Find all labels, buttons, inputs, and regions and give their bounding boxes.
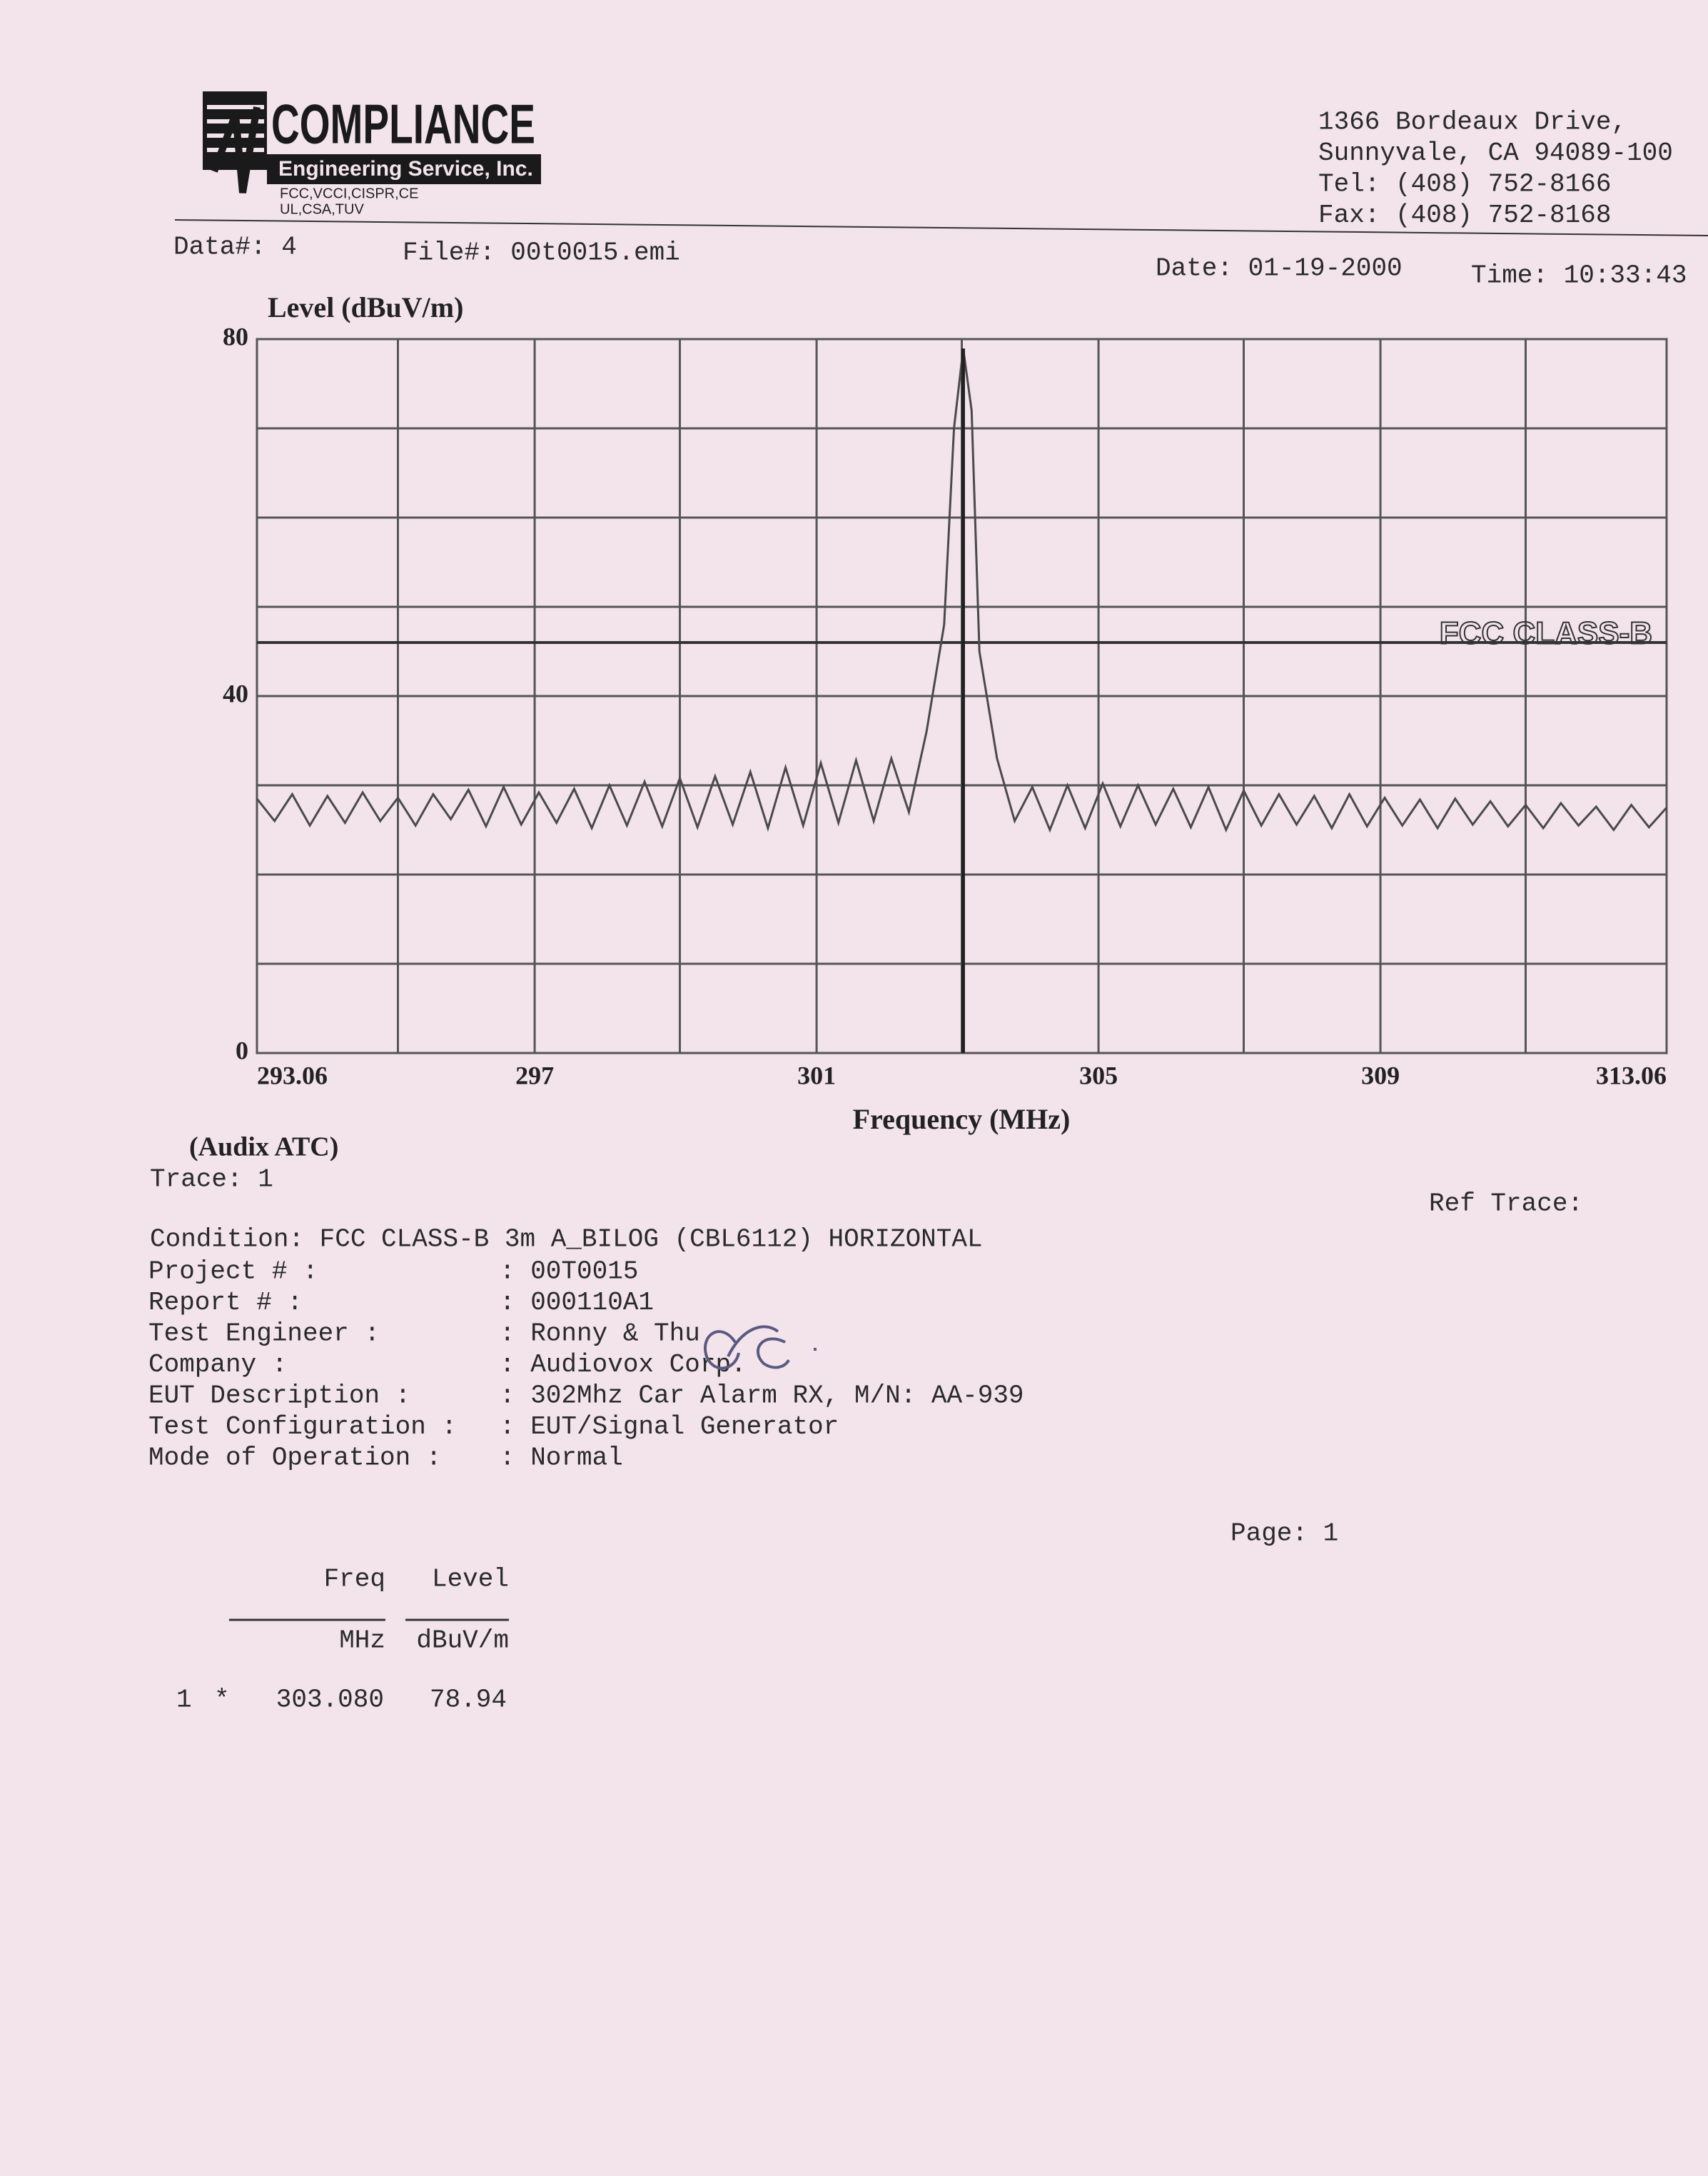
column-unit: dBuV/m bbox=[416, 1626, 509, 1656]
condition: Condition: FCC CLASS-B 3m A_BILOG (CBL61… bbox=[150, 1225, 983, 1254]
address-line: 1366 Bordeaux Drive, bbox=[1318, 108, 1627, 137]
x-tick-label: 313.06 bbox=[1596, 1061, 1667, 1089]
trace-number: Trace: 1 bbox=[150, 1165, 273, 1194]
table-cell: 303.080 bbox=[276, 1686, 384, 1715]
detail-value: : Normal bbox=[500, 1444, 623, 1473]
header-rule bbox=[174, 219, 1708, 236]
detail-label: Report # : bbox=[148, 1288, 303, 1317]
logo-wave bbox=[211, 106, 261, 193]
page-number: Page: 1 bbox=[1231, 1519, 1338, 1548]
file-number: File#: 00t0015.emi bbox=[403, 238, 680, 268]
marker-table: Freq Level MHz dBuV/m 1 * 303.080 78.94 bbox=[176, 1565, 509, 1715]
trace-source: (Audix ATC) bbox=[189, 1132, 338, 1162]
table-cell: * bbox=[214, 1686, 230, 1715]
y-tick-label: 40 bbox=[223, 679, 248, 707]
detail-label: Test Configuration : bbox=[148, 1412, 457, 1441]
logo-certs: FCC,VCCI,CISPR,CE bbox=[280, 186, 418, 201]
detail-value: : 00T0015 bbox=[500, 1257, 638, 1286]
detail-label: Test Engineer : bbox=[148, 1319, 380, 1349]
data-number: Data#: 4 bbox=[173, 233, 297, 262]
x-axis-title: Frequency (MHz) bbox=[853, 1103, 1071, 1135]
detail-value: : 302Mhz Car Alarm RX, M/N: AA-939 bbox=[500, 1381, 1024, 1411]
x-tick-label: 293.06 bbox=[257, 1061, 328, 1089]
x-tick-label: 297 bbox=[515, 1061, 554, 1089]
signature bbox=[704, 1325, 817, 1370]
column-header: Freq bbox=[324, 1565, 385, 1594]
detail-label: Mode of Operation : bbox=[148, 1444, 441, 1473]
table-cell: 1 bbox=[176, 1686, 192, 1715]
column-unit: MHz bbox=[339, 1626, 385, 1656]
chart: Level (dBuV/m) Frequency (MHz) 0 40 80 293.… bbox=[223, 291, 1668, 1135]
logo: COMPLIANCE Engineering Service, Inc. FCC… bbox=[203, 91, 541, 217]
detail-label: Company : bbox=[148, 1350, 287, 1379]
detail-value: : Ronny & Thu bbox=[500, 1319, 700, 1349]
logo-name: COMPLIANCE bbox=[271, 93, 535, 156]
y-tick-label: 80 bbox=[223, 322, 248, 351]
ref-trace: Ref Trace: bbox=[1429, 1189, 1583, 1219]
logo-certs: UL,CSA,TUV bbox=[280, 201, 364, 217]
limit-label: FCC CLASS-B bbox=[1440, 616, 1652, 651]
x-tick-label: 309 bbox=[1361, 1061, 1400, 1089]
column-header: Level bbox=[432, 1565, 509, 1594]
address: 1366 Bordeaux Drive,Sunnyvale, CA 94089-… bbox=[1318, 108, 1673, 231]
logo-subtitle: Engineering Service, Inc. bbox=[278, 157, 533, 181]
date: Date: 01-19-2000 bbox=[1156, 254, 1403, 283]
x-tick-label: 305 bbox=[1079, 1061, 1118, 1089]
detail-label: EUT Description : bbox=[148, 1381, 410, 1411]
detail-value: : EUT/Signal Generator bbox=[500, 1412, 839, 1441]
detail-label: Project # : bbox=[148, 1257, 318, 1286]
address-line: Sunnyvale, CA 94089-100 bbox=[1318, 138, 1673, 168]
detail-value: : 000110A1 bbox=[500, 1288, 654, 1317]
details: Project # : : 00T0015 Report # : : 000110A1… bbox=[148, 1257, 1024, 1473]
time: Time: 10:33:43 bbox=[1471, 261, 1687, 291]
y-axis-title: Level (dBuV/m) bbox=[268, 291, 463, 323]
x-tick-label: 301 bbox=[797, 1061, 836, 1089]
table-cell: 78.94 bbox=[430, 1686, 507, 1715]
y-tick-label: 0 bbox=[236, 1036, 248, 1064]
address-line: Fax: (408) 752-8168 bbox=[1318, 201, 1611, 230]
address-line: Tel: (408) 752-8166 bbox=[1318, 170, 1611, 199]
logo-band bbox=[267, 154, 541, 184]
detail-value: : Audiovox Corp. bbox=[500, 1350, 747, 1379]
